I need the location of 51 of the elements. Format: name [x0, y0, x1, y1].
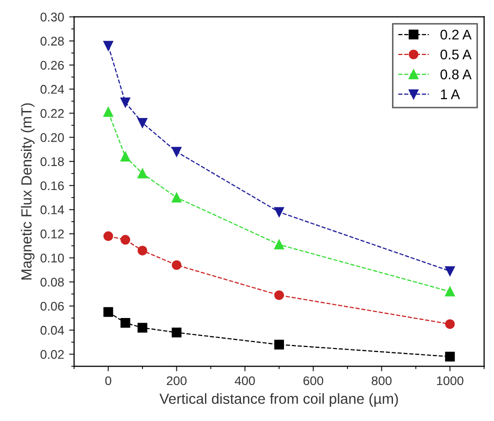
point — [103, 231, 114, 241]
x-tick-label: 0 — [105, 376, 112, 386]
point — [120, 152, 130, 162]
point — [172, 260, 182, 270]
point — [445, 266, 455, 276]
point — [274, 240, 284, 250]
y-axis-title: Magnetic Flux Density (mT) — [20, 103, 34, 280]
legend-label: 1 A — [441, 90, 460, 100]
point — [172, 192, 182, 202]
point — [120, 318, 130, 328]
x-axis-title: Vertical distance from coil plane (µm) — [159, 393, 398, 407]
point — [138, 118, 148, 128]
point — [120, 98, 130, 108]
point — [274, 207, 284, 217]
legend-label: 0.5 A — [440, 50, 472, 60]
legend-label: 0.2 A — [440, 30, 472, 40]
x-tick-label: 400 — [234, 376, 255, 386]
point — [103, 40, 114, 51]
y-tick-label: 0.12 — [40, 230, 64, 238]
point — [445, 319, 455, 329]
y-tick-label: 0.02 — [40, 350, 64, 359]
y-tick-label: 0.28 — [40, 36, 64, 46]
x-tick-label: 200 — [166, 376, 187, 386]
y-tick-label: 0.30 — [40, 12, 64, 22]
y-tick-label: 0.24 — [40, 84, 64, 94]
point — [445, 352, 455, 362]
point — [103, 307, 114, 317]
x-tick-label: 800 — [372, 376, 392, 386]
x-tick-label: 1000 — [437, 376, 464, 386]
point — [138, 246, 148, 256]
point — [274, 340, 284, 350]
legend-label: 0.8 A — [440, 69, 472, 80]
y-tick-label: 0.18 — [40, 157, 64, 166]
y-tick-label: 0.10 — [40, 254, 64, 262]
y-tick-label: 0.20 — [40, 133, 64, 142]
y-tick-label: 0.06 — [40, 302, 64, 311]
y-tick-label: 0.26 — [40, 60, 64, 70]
point — [274, 290, 284, 300]
y-tick-label: 0.22 — [40, 109, 64, 118]
point — [138, 322, 148, 333]
point — [103, 107, 114, 117]
point — [120, 234, 130, 245]
y-tick-label: 0.08 — [40, 278, 64, 287]
y-tick-label: 0.16 — [40, 181, 64, 190]
point — [172, 328, 182, 338]
point — [138, 168, 148, 178]
y-tick-label: 0.04 — [40, 326, 64, 335]
point — [445, 286, 455, 296]
x-tick-label: 600 — [303, 376, 324, 386]
point — [172, 146, 182, 157]
y-tick-label: 0.14 — [40, 205, 64, 214]
